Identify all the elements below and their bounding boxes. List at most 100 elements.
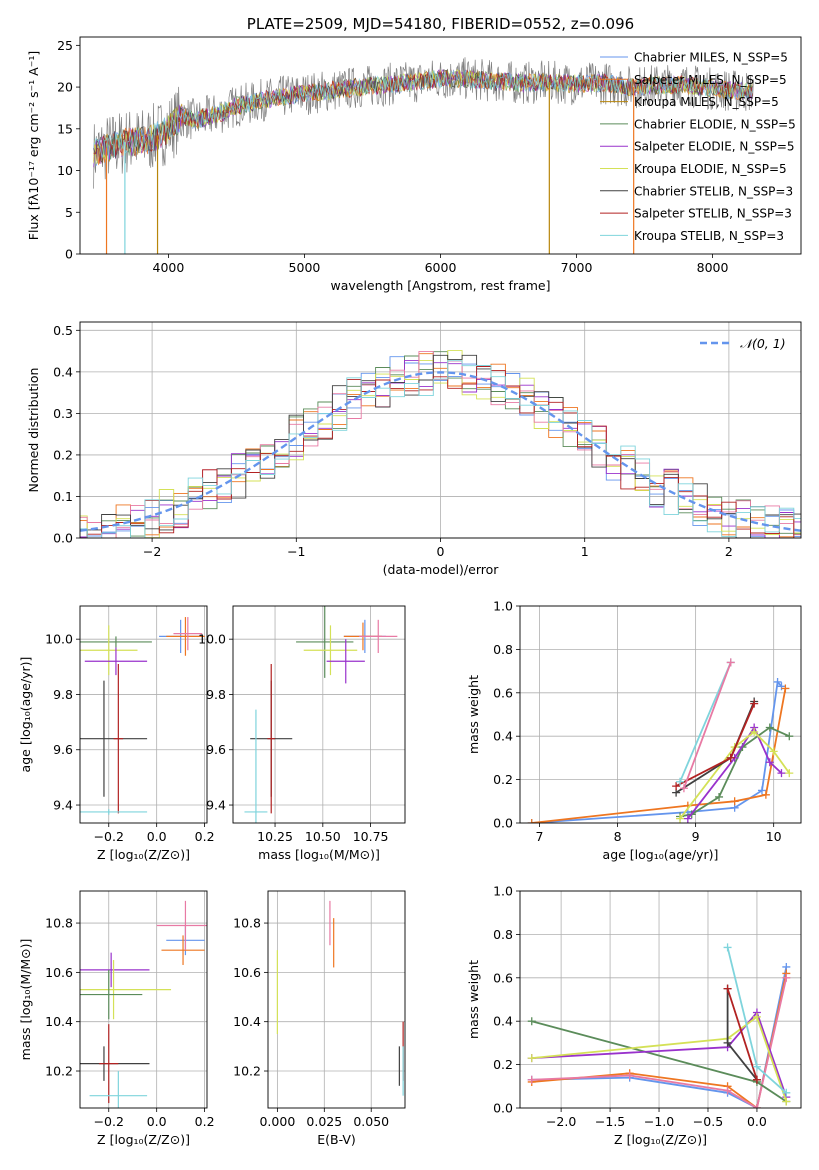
x-tick-label: 8000 [697, 260, 729, 275]
x-tick-label: 0.000 [259, 1114, 295, 1129]
histogram-step [80, 360, 801, 538]
weight-marker [723, 984, 732, 993]
spectrum-plot-area [93, 57, 754, 254]
axes-frame [79, 605, 208, 824]
y-tick-label: 0.6 [493, 685, 513, 700]
x-tick-label: −1 [287, 544, 305, 559]
weight-marker [676, 814, 685, 823]
y-tick-label: 0.1 [53, 489, 73, 504]
weight-line [683, 662, 732, 789]
x-tick-label: −2 [143, 544, 161, 559]
model-spectrum-line [93, 69, 753, 164]
weight-marker [527, 1054, 536, 1063]
histogram-step [80, 350, 801, 538]
y-tick-label: 0.2 [493, 772, 513, 787]
x-axis-label: Z [log₁₀(Z/Z⊙)] [97, 847, 190, 862]
histogram-step [80, 353, 801, 538]
gaussian-curve [80, 371, 801, 532]
gaussian-legend-label: 𝒩(0, 1) [740, 336, 786, 351]
x-tick-label: 10.75 [353, 829, 389, 844]
y-axis-label: Normed distribution [26, 368, 41, 493]
errorbar-plot-area [276, 900, 404, 1096]
weight-line [531, 1010, 788, 1098]
axes-frame [267, 890, 406, 1109]
y-tick-label: 20 [57, 80, 73, 95]
legend-label: Kroupa ELODIE, N_SSP=5 [634, 162, 787, 176]
y-tick-label: 0.0 [493, 1101, 513, 1116]
x-axis-label: wavelength [Angstrom, rest frame] [330, 278, 550, 293]
x-tick-label: 10.50 [305, 829, 341, 844]
y-tick-label: 9.8 [53, 687, 73, 702]
weight-marker [752, 1012, 761, 1021]
weight-marker [761, 790, 770, 799]
x-axis-label: E(B-V) [317, 1132, 356, 1147]
weight-marker [782, 1088, 791, 1097]
legend-label: Salpeter ELODIE, N_SSP=5 [634, 140, 795, 154]
panel-mass-vs-Z: −0.2 0.0 0.2 10.2 10.4 10.6 10.8 Z [log₁₀(Z/Z⊙)… [18, 890, 215, 1147]
x-tick-label: 1 [581, 544, 589, 559]
x-tick-label: −2.0 [546, 1114, 576, 1129]
weight-marker [785, 732, 794, 741]
weight-marker [723, 1038, 732, 1047]
weight-marker [777, 769, 786, 778]
panel-spectrum: 4000 5000 6000 7000 8000 0 5 10 15 20 25 wavelength… [26, 15, 802, 293]
y-tick-label: 0.6 [493, 970, 513, 985]
legend-label: Salpeter STELIB, N_SSP=3 [634, 207, 792, 221]
y-tick-label: 10.8 [45, 916, 73, 931]
weight-marker [757, 786, 766, 795]
x-tick-label: 8 [614, 829, 622, 844]
axes-frame [519, 605, 802, 824]
y-tick-label: 0 [65, 247, 73, 262]
weight-marker [723, 943, 732, 952]
weight-marker [782, 973, 791, 982]
weight-marker [527, 1017, 536, 1026]
weight-marker [726, 753, 735, 762]
x-tick-label: 0.025 [306, 1114, 342, 1129]
weight-marker [527, 1075, 536, 1084]
x-tick-label: 4000 [153, 260, 185, 275]
x-tick-label: 0.0 [147, 1114, 167, 1129]
spectrum-legend: Chabrier MILES, N_SSP=5 Salpeter MILES, N… [600, 51, 796, 243]
chart-title: PLATE=2509, MJD=54180, FIBERID=0552, z=0… [247, 15, 634, 33]
y-tick-label: 0.8 [493, 927, 513, 942]
x-tick-label: 7 [536, 829, 544, 844]
axes-frame [519, 890, 802, 1109]
y-tick-label: 9.4 [206, 798, 226, 813]
x-tick-label: −0.5 [693, 1114, 723, 1129]
panel-mass-vs-EBV: 0.000 0.025 0.050 10.2 10.4 10.6 10.8 E(B-V) [233, 890, 406, 1147]
x-axis-label: age [log₁₀(age/yr)] [603, 847, 719, 862]
histogram-step [80, 356, 801, 538]
weight-marker [781, 684, 790, 693]
y-tick-label: 9.8 [206, 687, 226, 702]
weight-marker [769, 747, 778, 756]
y-tick-label: 1.0 [493, 599, 513, 614]
weight-marker [765, 758, 774, 767]
y-axis-label: mass [log₁₀(M/M⊙)] [18, 939, 33, 1061]
model-spectrum-line [93, 69, 753, 162]
weight-marker [750, 699, 759, 708]
weight-marker [726, 658, 735, 667]
y-tick-label: 15 [57, 121, 73, 136]
weight-marker [723, 1086, 732, 1095]
weight-marker [773, 677, 782, 686]
errorbar-plot-area [80, 900, 207, 1108]
legend-label: Chabrier ELODIE, N_SSP=5 [634, 117, 796, 131]
y-tick-label: 10.4 [233, 1014, 261, 1029]
y-tick-label: 9.4 [53, 798, 73, 813]
weight-marker [782, 1097, 791, 1106]
y-tick-label: 0.2 [53, 447, 73, 462]
legend-label: Salpeter MILES, N_SSP=5 [634, 73, 787, 87]
weight-line [679, 662, 732, 783]
y-tick-label: 0.2 [493, 1057, 513, 1072]
x-tick-label: 6000 [425, 260, 457, 275]
y-tick-label: 10.2 [45, 1064, 73, 1079]
panel-weight-vs-Z: −2.0 −1.5 −1.0 −0.5 0.0 0.0 0.2 0.4 0.6 0.8 1.0 Z [… [466, 884, 802, 1147]
y-tick-label: 10.8 [233, 916, 261, 931]
weight-marker [683, 814, 692, 823]
x-axis-label: Z [log₁₀(Z/Z⊙)] [614, 1132, 707, 1147]
y-axis-label: mass weight [466, 675, 481, 754]
panel-age-vs-mass: 10.25 10.50 10.75 9.4 9.6 9.8 10.0 mass [log₁₀(… [198, 605, 406, 862]
panel-residuals: −2 −1 0 1 2 0.0 0.1 0.2 0.3 0.4 0.5 (data-model)/er… [26, 321, 802, 577]
y-tick-label: 0.0 [493, 816, 513, 831]
